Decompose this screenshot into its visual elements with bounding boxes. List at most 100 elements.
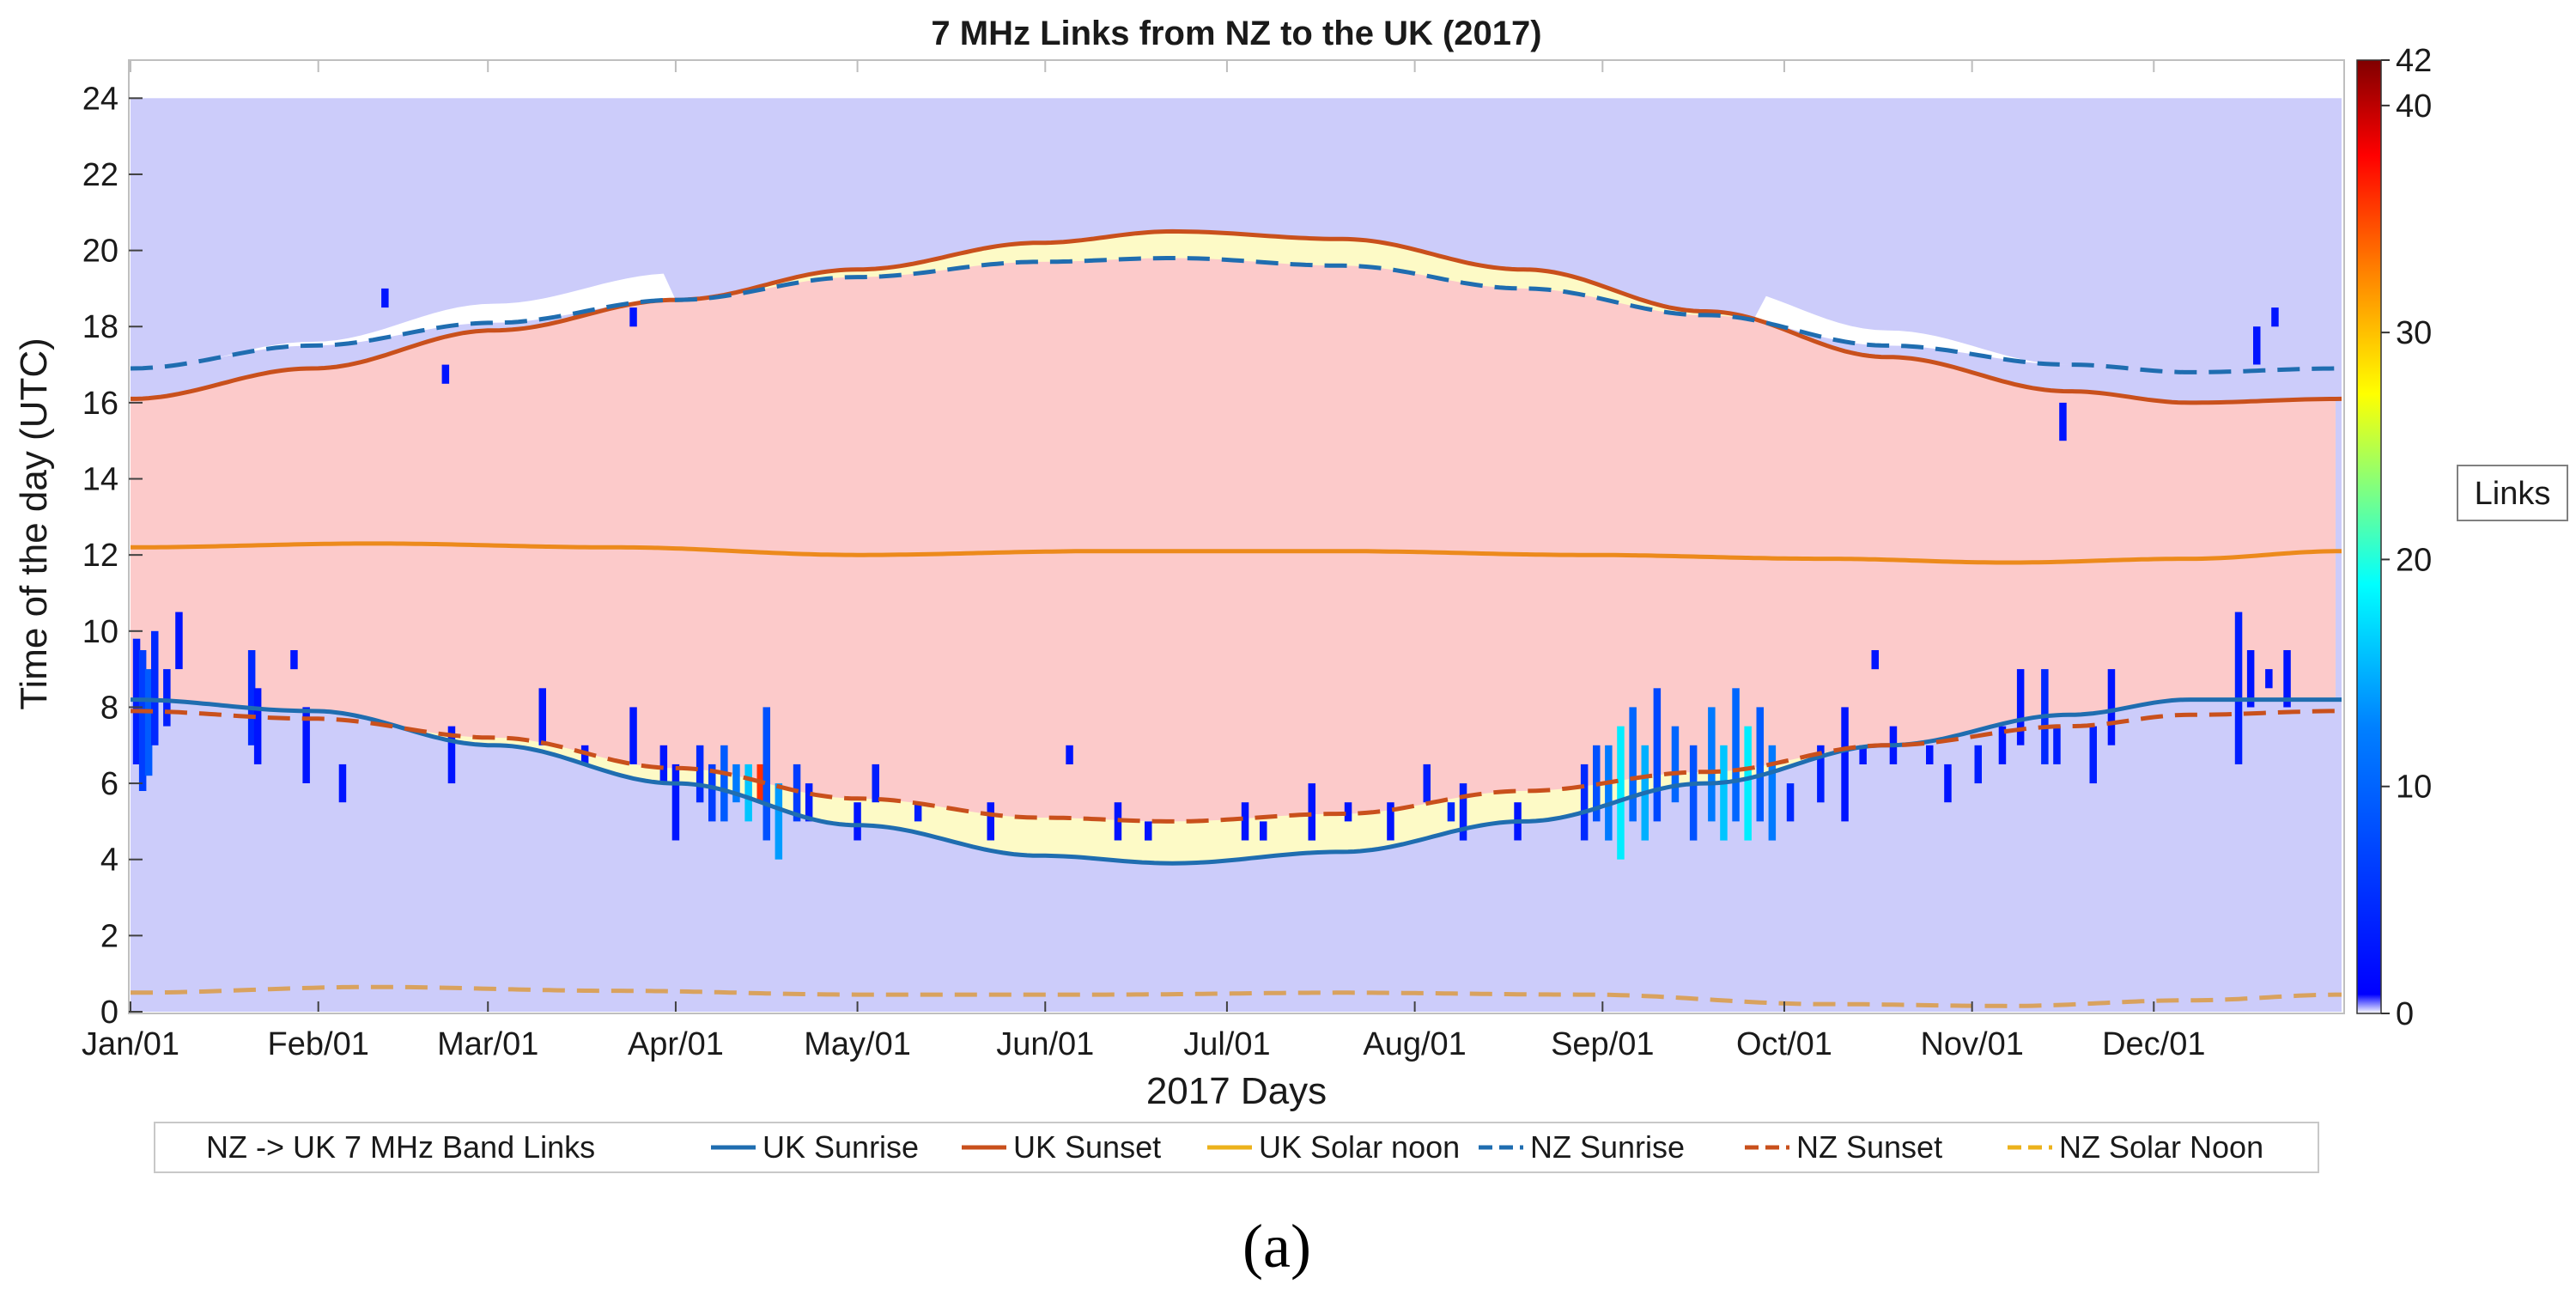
- link-cell: [708, 764, 716, 822]
- link-cell: [2059, 402, 2067, 441]
- link-cell: [1629, 707, 1637, 822]
- link-cell: [762, 707, 770, 841]
- link-cell: [720, 745, 728, 822]
- link-cell: [1786, 783, 1795, 822]
- link-cell: [1145, 821, 1152, 841]
- link-cell: [775, 783, 783, 860]
- x-tick-label: Apr/01: [628, 1026, 724, 1062]
- common-dark-path-region: [131, 258, 2336, 822]
- colorbar-tick-label: 30: [2396, 315, 2432, 351]
- link-cell: [696, 745, 704, 803]
- x-tick-label: Dec/01: [2102, 1026, 2205, 1062]
- y-tick-label: 24: [82, 81, 118, 117]
- link-cell: [1344, 802, 1352, 822]
- link-cell: [1580, 764, 1589, 841]
- colorbar-tick-label: 0: [2396, 996, 2414, 1032]
- link-cell: [914, 802, 922, 822]
- link-cell: [2246, 650, 2255, 708]
- y-tick-label: 12: [82, 538, 118, 574]
- link-cell: [629, 307, 637, 327]
- link-cell: [151, 630, 159, 745]
- x-tick-label: Jan/01: [82, 1026, 179, 1062]
- link-cell: [1732, 688, 1740, 822]
- y-tick-label: 4: [100, 843, 118, 879]
- link-cell: [2253, 326, 2261, 365]
- x-tick-label: Nov/01: [1920, 1026, 2023, 1062]
- link-cell: [805, 783, 813, 822]
- link-cell: [2053, 726, 2061, 764]
- link-cell: [538, 688, 546, 745]
- link-cell: [2107, 669, 2116, 745]
- link-cell: [1756, 707, 1764, 822]
- x-tick-label: Aug/01: [1363, 1026, 1466, 1062]
- y-tick-label: 20: [82, 234, 118, 270]
- link-cell: [1871, 650, 1879, 670]
- link-cell: [1720, 745, 1728, 841]
- link-cell: [381, 288, 389, 308]
- link-cell: [2265, 669, 2273, 689]
- link-cell: [1653, 688, 1662, 822]
- series-uk-sunrise: [131, 697, 2342, 866]
- chart-title: 7 MHz Links from NZ to the UK (2017): [931, 15, 1541, 52]
- link-cell: [1241, 802, 1249, 841]
- link-cell: [872, 764, 879, 803]
- series-nz-sunset: [131, 709, 2342, 824]
- y-tick-label: 6: [100, 766, 118, 802]
- link-cell: [1459, 783, 1467, 841]
- link-cell: [1859, 745, 1867, 764]
- legend-item-label: NZ -> UK 7 MHz Band Links: [206, 1129, 595, 1165]
- link-cell: [1423, 764, 1431, 803]
- link-cell: [732, 764, 740, 803]
- colorbar: [2356, 59, 2382, 1014]
- link-cell: [1066, 745, 1073, 764]
- legend-item-label: NZ Sunrise: [1530, 1129, 1685, 1165]
- gap-region: [131, 231, 2336, 373]
- colorbar-tick-label: 10: [2396, 770, 2432, 806]
- y-tick-label: 16: [82, 386, 118, 422]
- series-nz-sunrise: [131, 256, 2342, 374]
- link-cell: [2234, 611, 2243, 764]
- y-tick-label: 18: [82, 309, 118, 345]
- series-uk-sunset: [131, 228, 2342, 405]
- series-uk-solar-noon: [131, 541, 2342, 565]
- link-cell: [1260, 821, 1267, 841]
- link-cell: [1744, 726, 1752, 841]
- legend-item-label: UK Sunrise: [762, 1129, 919, 1165]
- colorbar-label-box: [2457, 465, 2568, 521]
- link-cell: [302, 707, 310, 783]
- link-cell: [247, 650, 256, 745]
- link-cell: [1308, 783, 1315, 841]
- link-cell: [1998, 726, 2007, 764]
- link-cell: [1926, 745, 1934, 764]
- link-cell: [1974, 745, 1982, 784]
- link-cell: [290, 650, 298, 670]
- x-tick-label: Oct/01: [1736, 1026, 1832, 1062]
- link-cell: [987, 802, 994, 841]
- link-cell: [1817, 745, 1825, 803]
- link-cell: [1689, 745, 1698, 841]
- series-nz-solar-noon: [131, 984, 2342, 1008]
- link-cell: [2271, 307, 2279, 327]
- link-cell: [1768, 745, 1777, 841]
- link-cell: [1447, 802, 1455, 822]
- link-cell: [671, 764, 680, 841]
- colorbar-tick-label: 20: [2396, 542, 2432, 578]
- legend-item-label: NZ Solar Noon: [2059, 1129, 2263, 1165]
- link-cell: [744, 764, 752, 822]
- link-cell: [441, 364, 450, 384]
- x-axis-label: 2017 Days: [1146, 1070, 1327, 1112]
- x-tick-label: Jun/01: [996, 1026, 1094, 1062]
- link-cell: [1841, 707, 1849, 822]
- y-tick-label: 2: [100, 918, 118, 954]
- link-cell: [338, 764, 347, 803]
- link-cell: [1605, 745, 1613, 841]
- colorbar-tick-label: 42: [2396, 43, 2432, 79]
- colorbar-tick-label: 40: [2396, 88, 2432, 125]
- link-cell: [629, 707, 637, 764]
- link-cell: [1944, 764, 1952, 803]
- y-tick-label: 10: [82, 614, 118, 650]
- link-cell: [138, 650, 147, 791]
- link-cell: [1708, 707, 1716, 822]
- x-tick-label: Sep/01: [1551, 1026, 1654, 1062]
